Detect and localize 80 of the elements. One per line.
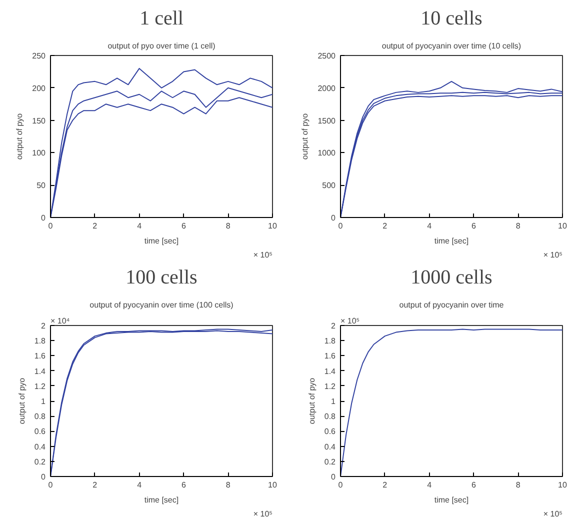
x-axis-title: time [sec] — [434, 496, 469, 504]
x-tick-label: 8 — [516, 480, 521, 490]
y-tick-label: 0 — [41, 472, 46, 482]
y-tick-label: 1 — [41, 397, 46, 406]
y-tick-label: 0.8 — [34, 412, 46, 422]
text: × 10⁵ — [253, 250, 272, 260]
x-tick-label: 2 — [382, 480, 388, 490]
y-tick-label: 2 — [41, 322, 46, 330]
x-tick-label: 2 — [382, 222, 388, 230]
y-tick-label: 0 — [41, 214, 46, 222]
chart-subtitle: output of pyocyanin over time (10 cells) — [382, 42, 522, 50]
y-tick-label: 0.2 — [34, 457, 46, 466]
y-tick-label: 0 — [331, 214, 336, 222]
y-axis-title: output of pyo — [15, 112, 24, 160]
y-tick-label: 1.6 — [34, 352, 46, 361]
y-tick-label: 0.2 — [324, 457, 336, 466]
chart-subtitle: output of pyo over time (1 cell) — [108, 42, 216, 50]
x-tick-label: 0 — [48, 480, 54, 490]
x-tick-label: 8 — [226, 222, 231, 230]
y-tick-label: 200 — [32, 84, 46, 93]
y-tick-label: 150 — [32, 116, 46, 126]
y-tick-label: 1 — [331, 397, 336, 406]
x-tick-label: 10 — [558, 222, 568, 230]
chart-title: 10 cells — [420, 8, 483, 30]
chart-title: 1000 cells — [410, 266, 493, 288]
x-tick-label: 10 — [268, 480, 278, 490]
chart-title: 1 cell — [140, 8, 184, 30]
y-tick-label: 0 — [331, 472, 336, 482]
x-tick-label: 6 — [181, 222, 186, 230]
y-tick-label: 2500 — [318, 52, 336, 60]
chart-title: 100 cells — [126, 266, 198, 288]
x-tick-label: 10 — [558, 480, 568, 490]
y-tick-label: 0.6 — [324, 427, 336, 436]
y-tick-label: 0.4 — [324, 442, 336, 452]
x-tick-label: 10 — [268, 222, 278, 230]
x-tick-label: 2 — [92, 222, 98, 230]
y-tick-label: 1.2 — [34, 382, 46, 391]
text: × 10⁵ — [543, 510, 562, 518]
text: × 10⁵ — [543, 250, 562, 260]
x-tick-label: 8 — [226, 480, 231, 490]
chart-subtitle: output of pyocyanin over time — [399, 300, 504, 310]
y-tick-label: 1.8 — [34, 336, 46, 346]
y-tick-label: 1.6 — [324, 352, 336, 361]
x-axis-title: time [sec] — [144, 236, 179, 246]
y-tick-label: 2000 — [318, 84, 336, 93]
x-tick-label: 4 — [137, 480, 142, 490]
x-tick-label: 0 — [48, 222, 54, 230]
y-tick-label: 0.8 — [324, 412, 336, 422]
x-tick-label: 0 — [338, 222, 344, 230]
x-tick-label: 8 — [516, 222, 521, 230]
x-tick-label: 0 — [338, 480, 344, 490]
x-axis-title: time [sec] — [434, 236, 469, 246]
y-axis-title: output of pyo — [307, 377, 316, 424]
y-tick-label: 2 — [331, 322, 336, 330]
y-tick-label: 1.4 — [324, 366, 336, 376]
y-tick-label: 0.4 — [34, 442, 46, 452]
y-tick-label: 1000 — [318, 148, 336, 158]
x-tick-label: 6 — [181, 480, 186, 490]
x-tick-label: 4 — [137, 222, 142, 230]
text: × 10⁵ — [253, 510, 272, 518]
x-tick-label: 6 — [471, 222, 476, 230]
y-tick-label: 0.6 — [34, 427, 46, 436]
y-axis-title: output of pyo — [17, 377, 26, 424]
y-axis-title: output of pyo — [300, 112, 310, 160]
y-tick-label: 250 — [32, 52, 46, 60]
x-tick-label: 6 — [471, 480, 476, 490]
y-tick-label: 50 — [36, 181, 46, 190]
x-tick-label: 4 — [427, 480, 432, 490]
annotation: × 10⁵ — [340, 316, 360, 326]
x-tick-label: 2 — [92, 480, 98, 490]
chart-subtitle: output of pyocyanin over time (100 cells) — [90, 300, 234, 310]
y-tick-label: 500 — [322, 181, 336, 190]
x-axis-title: time [sec] — [144, 496, 179, 504]
annotation: × 10⁴ — [50, 316, 70, 326]
x-tick-label: 4 — [427, 222, 432, 230]
y-tick-label: 1.4 — [34, 366, 46, 376]
y-tick-label: 1500 — [318, 116, 336, 126]
y-tick-label: 1.8 — [324, 336, 336, 346]
y-tick-label: 100 — [32, 148, 46, 158]
y-tick-label: 1.2 — [324, 382, 336, 391]
